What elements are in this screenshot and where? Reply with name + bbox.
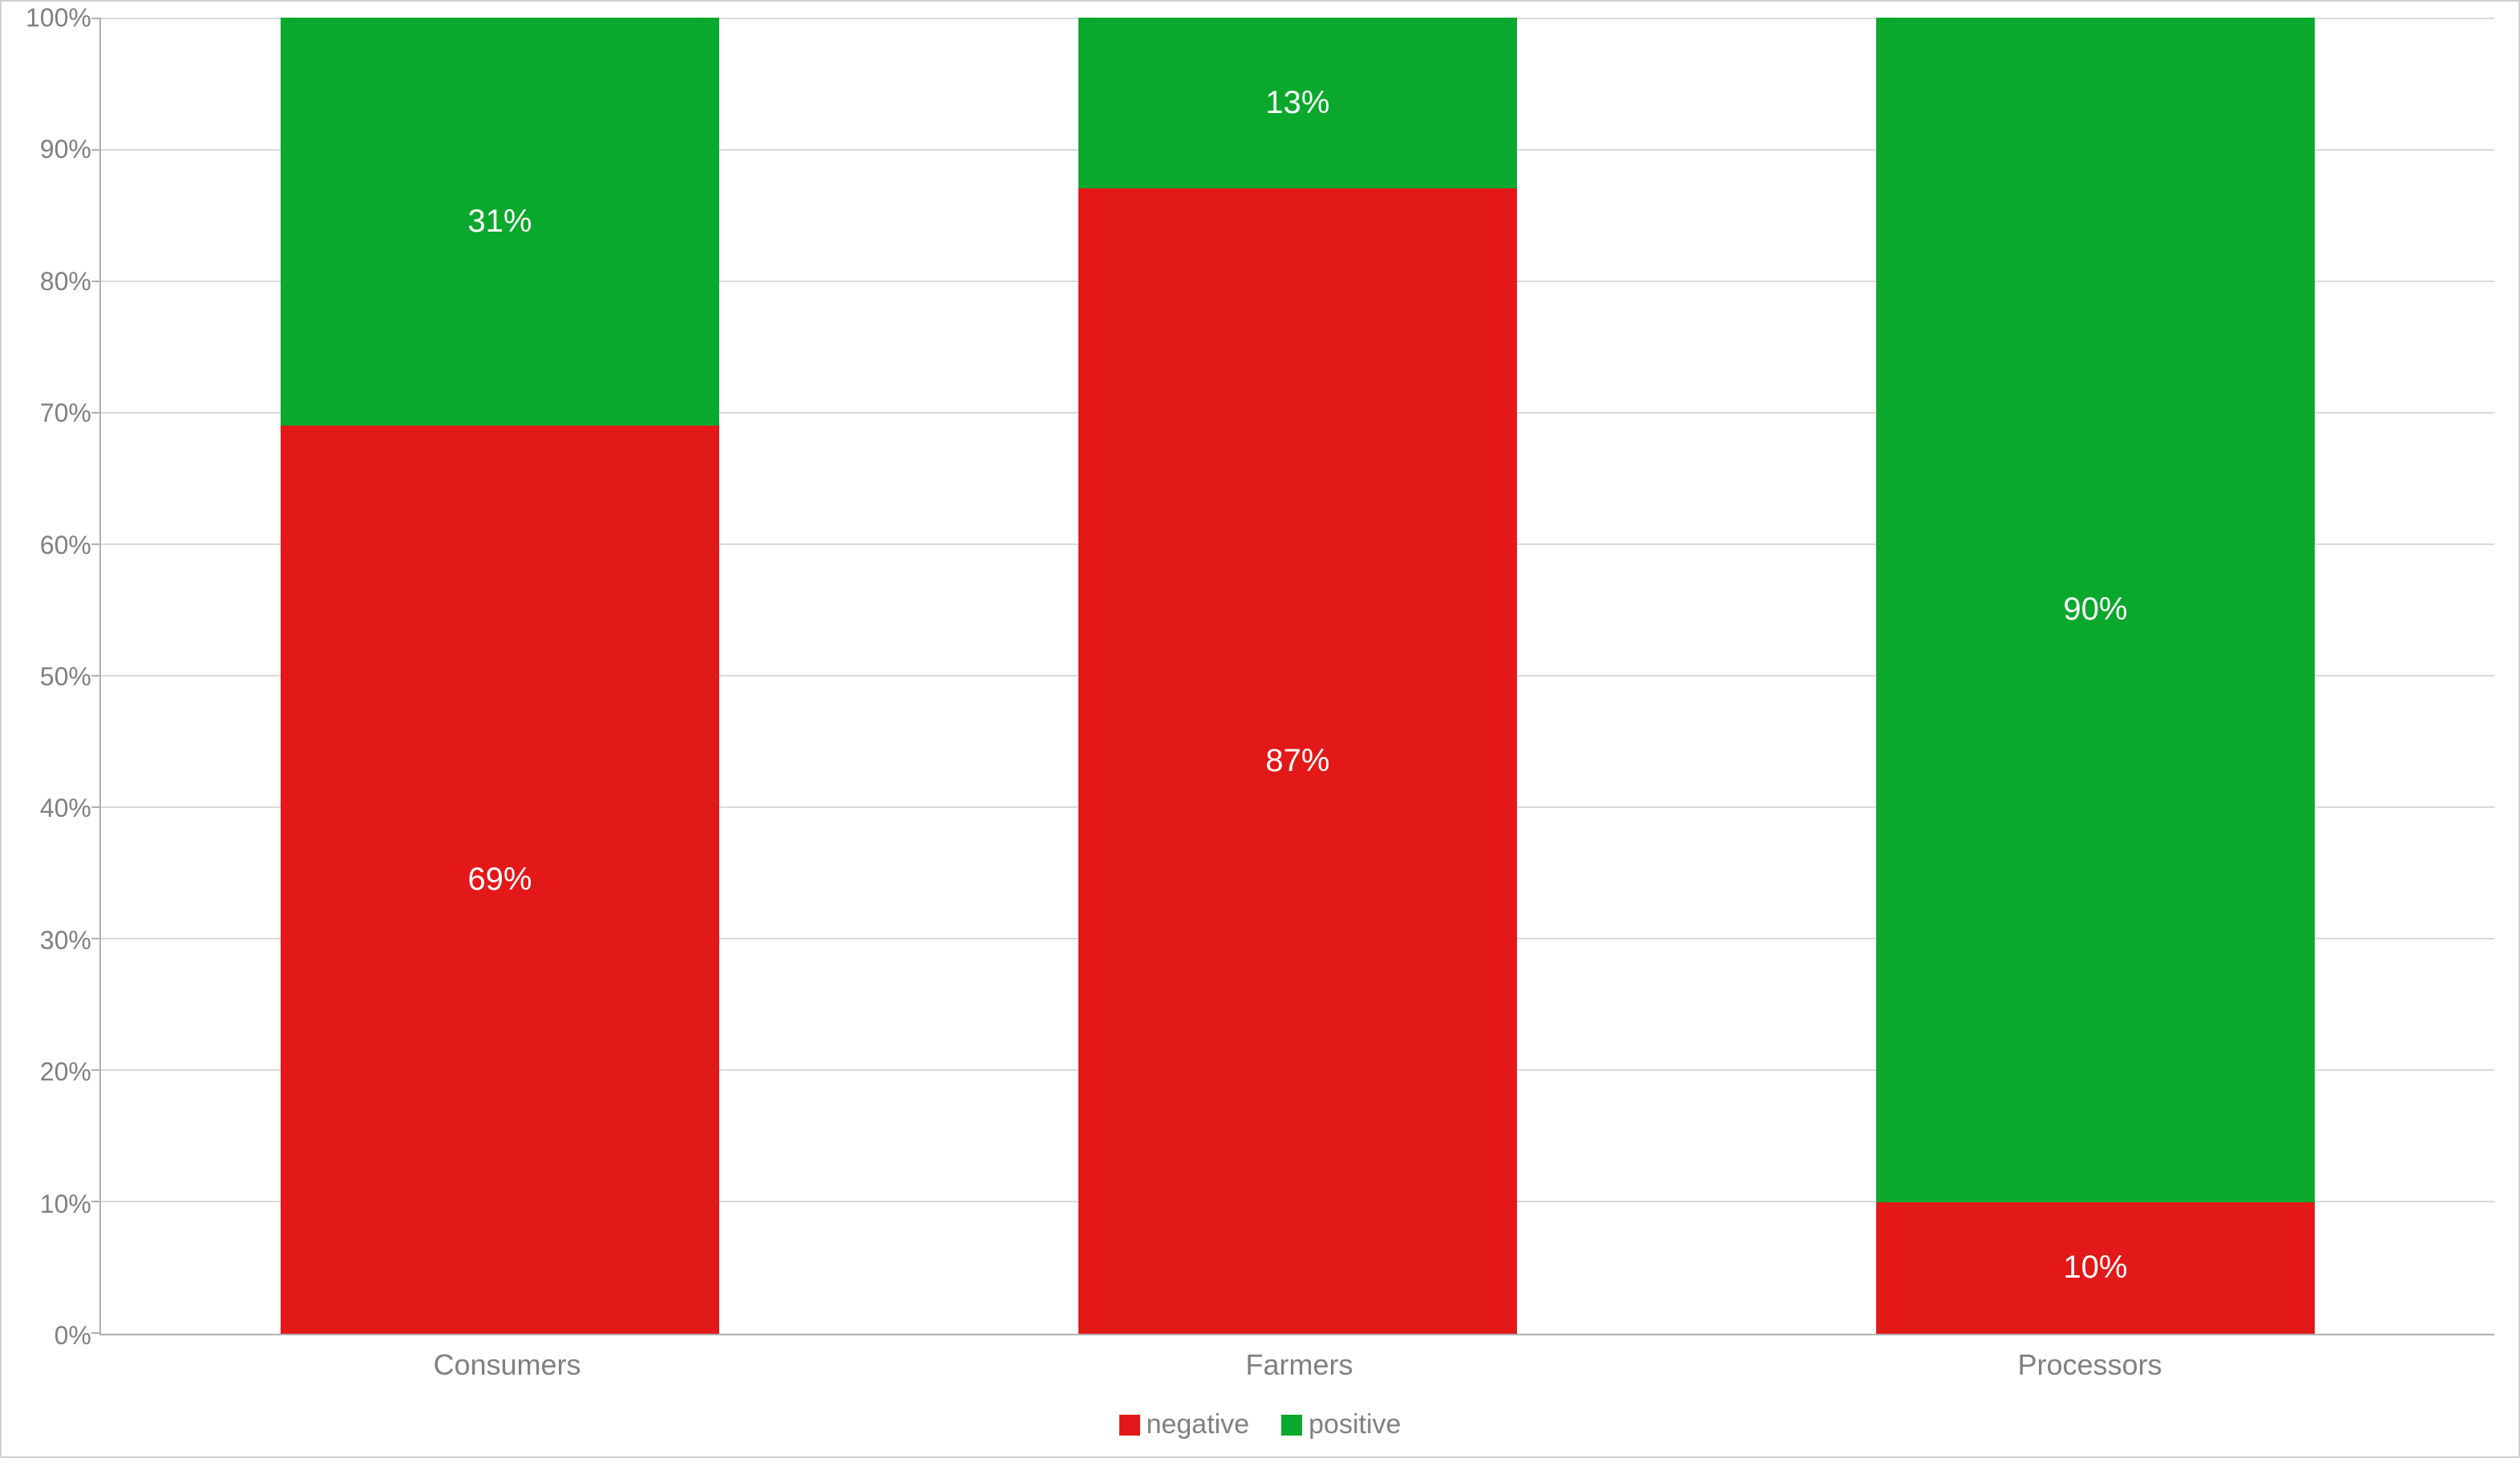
x-axis-labels: Consumers Farmers Processors	[101, 1335, 2494, 1401]
bar-segment-negative: 87%	[1078, 188, 1517, 1334]
bar-segment-negative: 10%	[1876, 1202, 2315, 1334]
legend-item-positive: positive	[1281, 1409, 1401, 1440]
legend: negative positive	[26, 1401, 2494, 1448]
stacked-bar-chart: 100%90%80%70%60%50%40%30%20%10%0% 31%69%…	[0, 0, 2520, 1458]
legend-item-negative: negative	[1119, 1409, 1250, 1440]
bar-segment-positive: 13%	[1078, 18, 1517, 188]
bar: 90%10%	[1876, 18, 2315, 1334]
plot-area: 31%69% 13%87% 90%10%	[99, 18, 2494, 1335]
x-tick-label: Consumers	[433, 1348, 580, 1382]
x-tick-label: Processors	[2017, 1348, 2162, 1382]
bar-segment-positive: 90%	[1876, 18, 2315, 1202]
plot-row: 100%90%80%70%60%50%40%30%20%10%0% 31%69%…	[26, 18, 2494, 1335]
legend-label: positive	[1309, 1409, 1401, 1440]
bar: 13%87%	[1078, 18, 1517, 1334]
legend-swatch	[1119, 1415, 1140, 1436]
bar: 31%69%	[281, 18, 719, 1334]
x-axis-row: Consumers Farmers Processors	[26, 1335, 2494, 1401]
bars-container: 31%69% 13%87% 90%10%	[101, 18, 2494, 1334]
legend-label: negative	[1147, 1409, 1250, 1440]
bar-segment-positive: 31%	[281, 18, 719, 426]
bar-segment-negative: 69%	[281, 426, 719, 1334]
y-axis: 100%90%80%70%60%50%40%30%20%10%0%	[26, 18, 99, 1335]
x-tick-label: Farmers	[1245, 1348, 1353, 1382]
legend-swatch	[1281, 1415, 1302, 1436]
